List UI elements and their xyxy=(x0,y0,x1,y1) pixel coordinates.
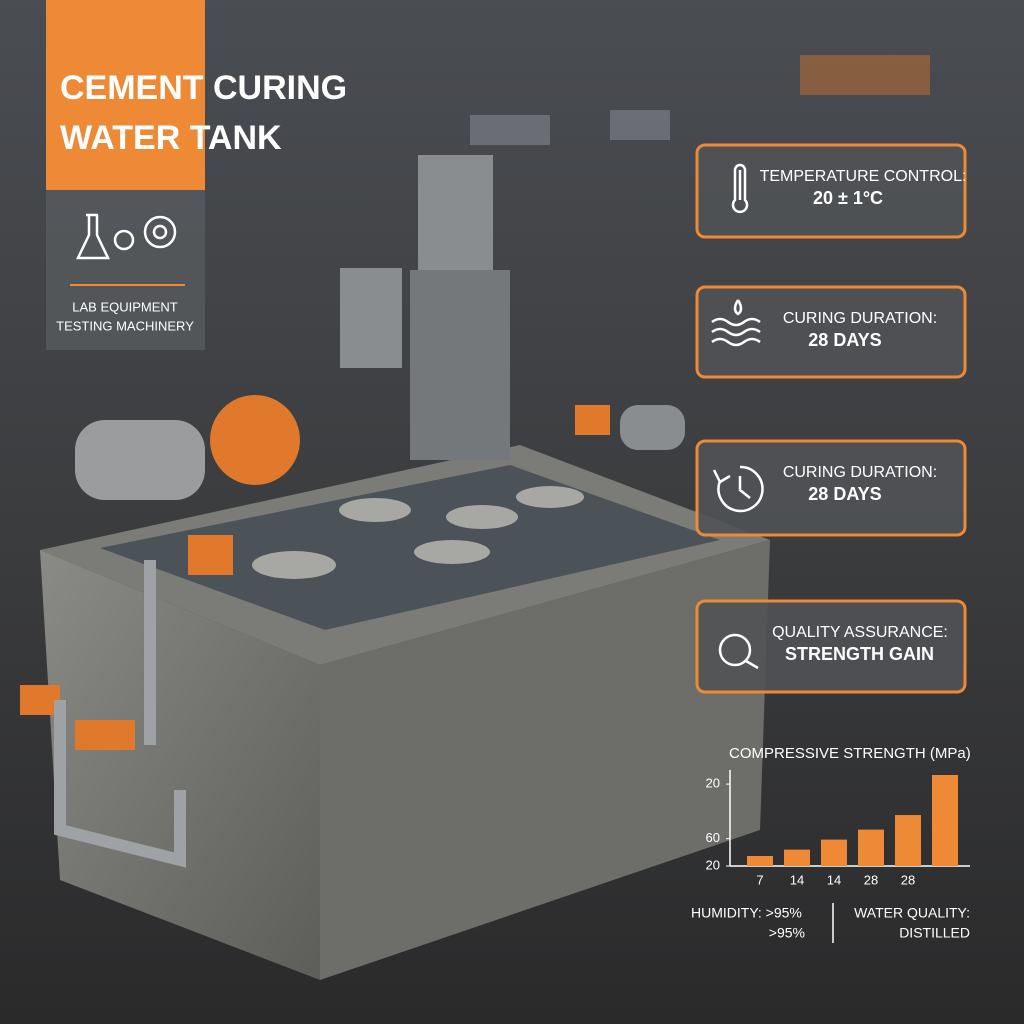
bar xyxy=(747,855,773,866)
footer-text: HUMIDITY: >95% xyxy=(691,905,802,921)
info-card xyxy=(695,439,967,537)
valve xyxy=(575,405,610,435)
info-card xyxy=(695,143,967,239)
sidebar-line: LAB EQUIPMENT xyxy=(72,299,178,314)
footer-text: >95% xyxy=(769,925,805,941)
pipe xyxy=(54,560,186,868)
info-card xyxy=(695,285,967,379)
sidebar-line: TESTING MACHINERY xyxy=(56,318,194,333)
title-line: WATER TANK xyxy=(60,119,282,157)
bar xyxy=(932,775,958,866)
y-tick-label: 20 xyxy=(706,776,720,791)
valve xyxy=(75,720,135,750)
card-label: QUALITY ASSURANCE: xyxy=(772,624,948,641)
motor-small xyxy=(620,405,685,450)
valve xyxy=(188,535,233,575)
card-value: 28 DAYS xyxy=(808,330,881,350)
x-tick-label: 14 xyxy=(827,872,841,887)
motor-vertical xyxy=(418,155,493,275)
card-value: 28 DAYS xyxy=(808,484,881,504)
bar xyxy=(821,839,847,866)
title-box xyxy=(46,0,205,190)
card-label: CURING DURATION: xyxy=(783,310,937,327)
pump-housing xyxy=(410,270,510,460)
footer-text: WATER QUALITY: xyxy=(854,905,970,921)
pump xyxy=(210,395,300,485)
bar xyxy=(784,849,810,866)
card-value: STRENGTH GAIN xyxy=(785,644,934,664)
bar xyxy=(858,829,884,866)
sidebar-icons xyxy=(76,213,177,260)
tank-side xyxy=(40,550,320,980)
card-value: 20 ± 1°C xyxy=(813,188,883,208)
motor-vertical xyxy=(340,268,402,368)
info-card xyxy=(695,599,967,694)
chart-title: COMPRESSIVE STRENGTH (MPa) xyxy=(729,745,971,762)
card-label: CURING DURATION: xyxy=(783,464,937,481)
card-icon xyxy=(718,633,759,670)
x-tick-label: 7 xyxy=(756,872,763,887)
window xyxy=(610,110,670,140)
card-label: TEMPERATURE CONTROL: xyxy=(760,168,967,185)
title-line: CEMENT CURING xyxy=(60,69,347,107)
bar xyxy=(895,815,921,866)
machine-bg xyxy=(800,55,930,95)
card-icon xyxy=(731,163,749,214)
tank-front xyxy=(320,540,770,980)
valve xyxy=(20,685,60,715)
footer-text: DISTILLED xyxy=(899,925,970,941)
specimens xyxy=(252,486,584,579)
sidebar xyxy=(46,190,205,350)
x-tick-label: 28 xyxy=(864,872,878,887)
motor xyxy=(75,420,205,500)
card-icon xyxy=(711,299,761,347)
card-icon xyxy=(712,465,764,513)
window xyxy=(470,115,550,145)
x-tick-label: 28 xyxy=(901,872,915,887)
y-tick-label: 20 xyxy=(706,857,720,872)
y-tick-label: 60 xyxy=(706,830,720,845)
x-tick-label: 14 xyxy=(790,872,804,887)
